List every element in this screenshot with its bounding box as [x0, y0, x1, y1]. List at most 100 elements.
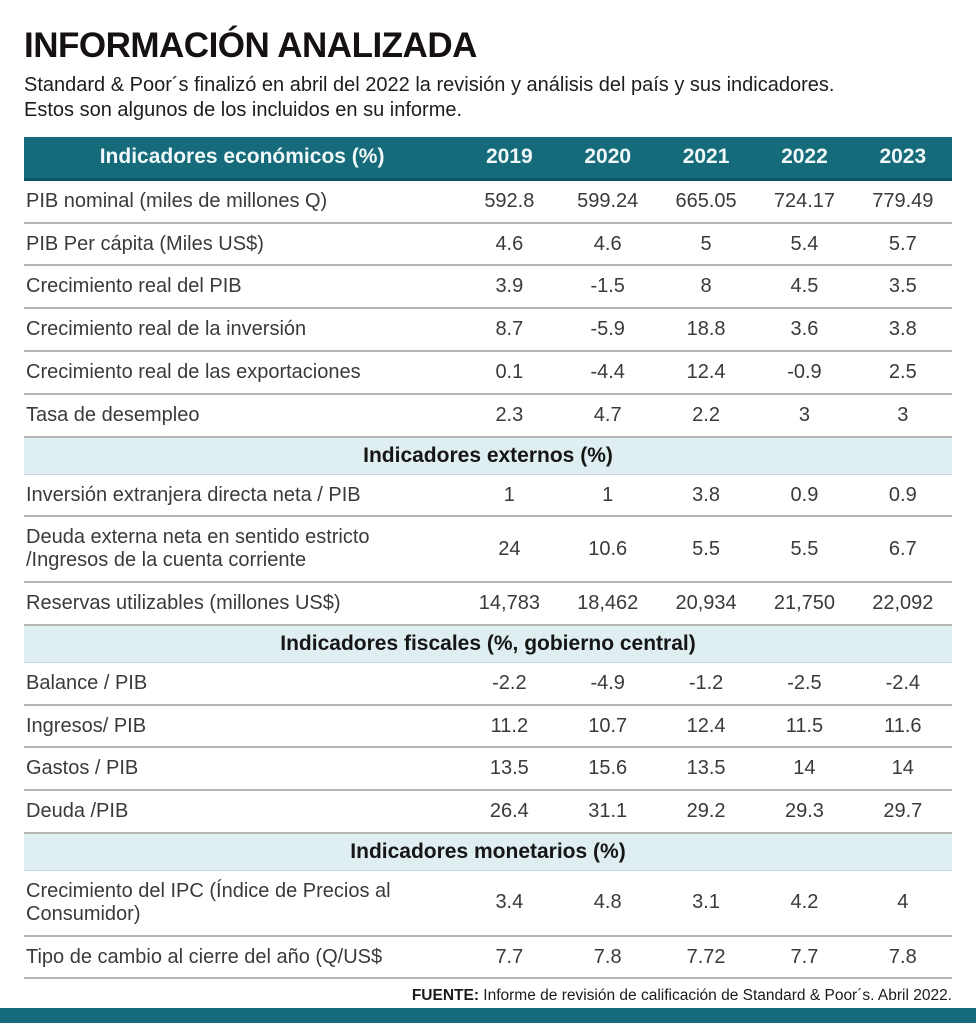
table-title: Indicadores económicos (%)	[24, 136, 461, 181]
cell-value: 1	[460, 474, 559, 518]
cell-value: 14	[853, 747, 952, 792]
cell-value: 724.17	[755, 179, 854, 224]
cell-value: 4	[853, 870, 952, 937]
cell-value: 599.24	[558, 179, 657, 224]
cell-value: 3	[853, 393, 952, 438]
year-column-header: 2019	[460, 136, 559, 181]
table-row: Crecimiento del IPC (Índice de Precios a…	[24, 870, 952, 937]
cell-value: -0.9	[755, 350, 854, 395]
cell-value: 5.5	[755, 516, 854, 583]
cell-value: 5	[656, 222, 756, 267]
cell-value: 3.1	[656, 870, 756, 937]
cell-value: 7.8	[853, 935, 952, 980]
row-label: Tipo de cambio al cierre del año (Q/US$	[24, 935, 461, 980]
table-row: Tasa de desempleo 2.3 4.7 2.2 3 3	[24, 393, 952, 438]
cell-value: 0.9	[853, 474, 952, 518]
cell-value: 13.5	[656, 747, 756, 792]
source-label: FUENTE:	[411, 987, 479, 1005]
page-subtitle: Standard & Poor´s finalizó en abril del …	[24, 74, 835, 122]
row-label: Balance / PIB	[24, 662, 461, 706]
cell-value: 18.8	[656, 308, 756, 352]
cell-value: 24	[460, 516, 559, 583]
cell-value: -2.2	[460, 662, 559, 706]
cell-value: 26.4	[460, 790, 559, 834]
cell-value: 1	[558, 474, 657, 518]
cell-value: 3.4	[460, 870, 559, 937]
table-row: Crecimiento real del PIB 3.9 -1.5 8 4.5 3.5	[24, 265, 952, 310]
cell-value: 29.3	[755, 790, 854, 834]
row-label: Deuda /PIB	[24, 790, 461, 834]
cell-value: 592.8	[460, 179, 559, 224]
cell-value: 12.4	[656, 704, 756, 749]
cell-value: 10.6	[558, 516, 657, 583]
cell-value: -2.4	[853, 662, 952, 706]
cell-value: 7.72	[656, 935, 756, 980]
cell-value: 0.9	[755, 474, 854, 518]
table-row: Inversión extranjera directa neta / PIB 1…	[24, 474, 952, 518]
cell-value: 4.7	[558, 393, 657, 438]
table-row: Reservas utilizables (millones US$) 14,78…	[24, 581, 952, 626]
source-text: Informe de revisión de calificación de S…	[478, 987, 952, 1005]
row-label: Deuda externa neta en sentido estricto /…	[24, 516, 461, 583]
cell-value: -5.9	[558, 308, 657, 352]
table-body: PIB nominal (miles de millones Q) 592.8 59…	[24, 179, 952, 980]
section-header: Indicadores externos (%)	[24, 436, 952, 475]
cell-value: -4.9	[558, 662, 657, 706]
cell-value: 4.6	[460, 222, 559, 267]
cell-value: 5.4	[755, 222, 854, 267]
cell-value: 11.6	[853, 704, 952, 749]
cell-value: 2.2	[656, 393, 756, 438]
cell-value: 31.1	[558, 790, 657, 834]
cell-value: 7.7	[460, 935, 559, 980]
cell-value: 14,783	[460, 581, 559, 626]
cell-value: 3	[755, 393, 854, 438]
table-row: Deuda /PIB 26.4 31.1 29.2 29.3 29.7	[24, 790, 952, 834]
cell-value: 4.8	[558, 870, 657, 937]
cell-value: 0.1	[460, 350, 559, 395]
table-header: Indicadores económicos (%) 2019 2020 2021 20…	[24, 136, 952, 181]
source-note: FUENTE: Informe de revisión de calificac…	[24, 987, 952, 1005]
indicators-table: Indicadores económicos (%) 2019 2020 2021 20…	[24, 136, 952, 980]
cell-value: 2.3	[460, 393, 559, 438]
cell-value: 3.5	[853, 265, 952, 310]
table-row: Ingresos/ PIB 11.2 10.7 12.4 11.5 11.6	[24, 704, 952, 749]
year-column-header: 2020	[558, 136, 657, 181]
cell-value: 8.7	[460, 308, 559, 352]
cell-value: 3.6	[755, 308, 854, 352]
cell-value: -2.5	[755, 662, 854, 706]
cell-value: 13.5	[460, 747, 559, 792]
table-row: Tipo de cambio al cierre del año (Q/US$ 7…	[24, 935, 952, 980]
cell-value: 12.4	[656, 350, 756, 395]
row-label: Ingresos/ PIB	[24, 704, 461, 749]
cell-value: 15.6	[558, 747, 657, 792]
cell-value: 20,934	[656, 581, 756, 626]
year-column-header: 2023	[853, 136, 952, 181]
cell-value: 3.8	[656, 474, 756, 518]
cell-value: 29.2	[656, 790, 756, 834]
cell-value: 2.5	[853, 350, 952, 395]
row-label: Inversión extranjera directa neta / PIB	[24, 474, 461, 518]
cell-value: 779.49	[853, 179, 952, 224]
page-title: INFORMACIÓN ANALIZADA	[24, 26, 477, 65]
row-label: PIB Per cápita (Miles US$)	[24, 222, 461, 267]
table-row: Balance / PIB -2.2 -4.9 -1.2 -2.5 -2.4	[24, 662, 952, 706]
cell-value: 10.7	[558, 704, 657, 749]
cell-value: 3.8	[853, 308, 952, 352]
cell-value: 11.2	[460, 704, 559, 749]
row-label: Crecimiento real del PIB	[24, 265, 461, 310]
cell-value: -4.4	[558, 350, 657, 395]
cell-value: 3.9	[460, 265, 559, 310]
table-row: Gastos / PIB 13.5 15.6 13.5 14 14	[24, 747, 952, 792]
table-row: Crecimiento real de las exportaciones 0.1…	[24, 350, 952, 395]
table-row: Crecimiento real de la inversión 8.7 -5.9 1…	[24, 308, 952, 352]
cell-value: 14	[755, 747, 854, 792]
section-header: Indicadores monetarios (%)	[24, 832, 952, 871]
row-label: Crecimiento real de las exportaciones	[24, 350, 461, 395]
bottom-accent-bar	[0, 1008, 976, 1023]
cell-value: 4.6	[558, 222, 657, 267]
row-label: Tasa de desempleo	[24, 393, 461, 438]
cell-value: 21,750	[755, 581, 854, 626]
cell-value: 4.2	[755, 870, 854, 937]
row-label: Gastos / PIB	[24, 747, 461, 792]
